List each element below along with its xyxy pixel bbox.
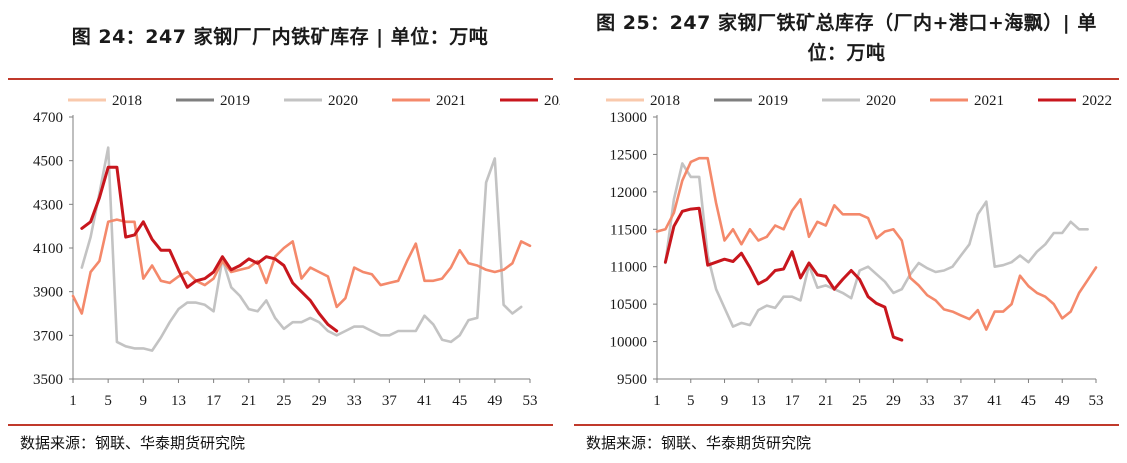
x-tick-label: 29 [886, 393, 901, 409]
x-tick-label: 33 [347, 393, 362, 409]
y-tick-label: 10000 [610, 335, 648, 351]
y-tick-label: 11500 [610, 222, 647, 238]
legend-label-2018: 2018 [650, 93, 680, 109]
x-tick-label: 41 [987, 393, 1002, 409]
chart-panel-left: 图 24：247 家钢厂厂内铁矿库存 | 单位：万吨 3500 3700 3900 4… [0, 0, 560, 463]
legend-label-2021: 2021 [436, 93, 466, 109]
x-tick-label: 45 [1021, 393, 1036, 409]
y-tick-label: 4100 [33, 241, 63, 257]
series-line-2020 [664, 162, 1089, 328]
legend-label-2019: 2019 [758, 93, 788, 109]
x-tick-label: 1 [653, 393, 661, 409]
x-tick-label: 25 [852, 393, 867, 409]
legend-label-2021: 2021 [974, 93, 1004, 109]
x-tick-label: 37 [953, 393, 969, 409]
y-tick-label: 10500 [610, 297, 648, 313]
chart-title: 图 25：247 家钢厂铁矿总库存（厂内+港口+海飘）| 单位：万吨 [596, 12, 1097, 64]
top-rule [574, 78, 1119, 80]
legend-label-2018: 2018 [112, 93, 142, 109]
series-line-2022 [80, 165, 339, 333]
line-chart-total-inventory: 9500 10000 10500 11000 11500 12000 12500 13000 1… [606, 93, 1112, 409]
legend-label-2022: 2022 [1082, 93, 1112, 109]
legend-label-2019: 2019 [220, 93, 250, 109]
legend-label-2022: 2022 [544, 93, 560, 109]
y-tick-label: 12500 [610, 147, 648, 163]
y-tick-label: 3900 [33, 285, 63, 301]
y-tick-label: 4700 [33, 110, 63, 126]
line-chart-steel-mill-inventory: 3500 3700 3900 4100 4300 4500 4700 1 5 9 13 17 21 25 2… [33, 93, 560, 409]
x-tick-label: 13 [171, 393, 186, 409]
y-tick-label: 3500 [33, 372, 63, 388]
source-note: 数据来源：钢联、华泰期货研究院 [586, 434, 812, 452]
chart-panel-right: 图 25：247 家钢厂铁矿总库存（厂内+港口+海飘）| 单位：万吨 9500 1… [566, 0, 1127, 463]
x-tick-label: 21 [241, 393, 256, 409]
top-rule [8, 78, 553, 80]
x-tick-label: 37 [382, 393, 398, 409]
bottom-rule [8, 424, 553, 426]
x-tick-label: 45 [452, 393, 467, 409]
x-tick-label: 13 [751, 393, 766, 409]
series-line-2022 [663, 206, 904, 342]
x-tick-label: 41 [417, 393, 432, 409]
x-tick-label: 17 [785, 393, 801, 409]
x-tick-label: 5 [104, 393, 112, 409]
legend-label-2020: 2020 [866, 93, 896, 109]
x-tick-label: 1 [69, 393, 77, 409]
x-tick-label: 33 [920, 393, 935, 409]
source-note: 数据来源：钢联、华泰期货研究院 [20, 434, 246, 452]
series-line-2021 [655, 156, 1098, 331]
y-tick-label: 4300 [33, 197, 63, 213]
y-tick-label: 12000 [610, 185, 648, 201]
chart-title: 图 24：247 家钢厂厂内铁矿库存 | 单位：万吨 [71, 26, 489, 48]
x-tick-label: 49 [1055, 393, 1070, 409]
y-tick-label: 3700 [33, 328, 63, 344]
x-tick-label: 53 [1089, 393, 1104, 409]
y-tick-label: 4500 [33, 154, 63, 170]
series-line-2020 [80, 146, 523, 352]
y-tick-label: 9500 [617, 372, 647, 388]
y-tick-label: 13000 [610, 110, 648, 126]
x-tick-label: 9 [721, 393, 729, 409]
x-tick-label: 29 [312, 393, 327, 409]
x-tick-label: 49 [487, 393, 502, 409]
legend-label-2020: 2020 [328, 93, 358, 109]
series-line-2021 [71, 218, 532, 315]
x-tick-label: 25 [276, 393, 291, 409]
x-tick-label: 9 [140, 393, 148, 409]
x-tick-label: 53 [523, 393, 538, 409]
x-tick-label: 21 [818, 393, 833, 409]
bottom-rule [574, 424, 1119, 426]
y-tick-label: 11000 [610, 260, 647, 276]
x-tick-label: 17 [206, 393, 222, 409]
x-tick-label: 5 [687, 393, 695, 409]
